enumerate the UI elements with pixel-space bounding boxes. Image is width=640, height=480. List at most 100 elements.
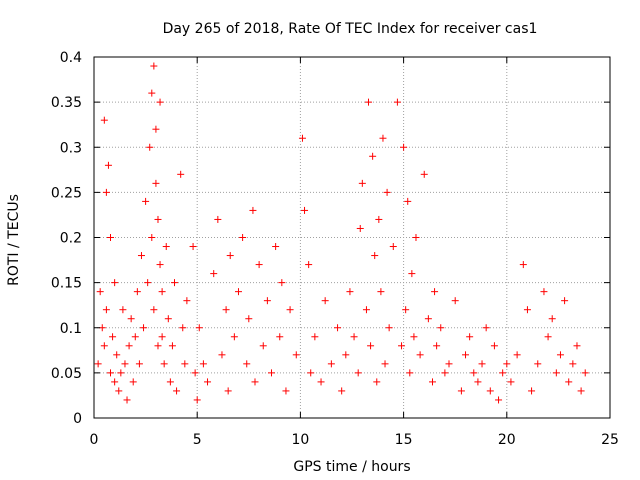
data-point <box>125 342 133 350</box>
chart-title: Day 265 of 2018, Rate Of TEC Index for r… <box>163 21 538 37</box>
data-point <box>513 351 521 359</box>
data-point <box>263 297 271 305</box>
data-point <box>272 243 280 251</box>
data-point <box>154 215 162 223</box>
data-point <box>104 161 112 169</box>
data-point <box>311 333 319 341</box>
data-point <box>137 252 145 260</box>
data-point <box>148 89 156 97</box>
data-point <box>552 369 560 377</box>
x-tick-label: 10 <box>291 432 309 448</box>
data-point <box>102 306 110 314</box>
y-axis-label: ROTI / TECUs <box>6 194 22 286</box>
x-tick-label: 20 <box>498 432 516 448</box>
data-point <box>156 261 164 269</box>
data-point <box>457 387 465 395</box>
y-tick-label: 0.15 <box>51 276 82 292</box>
data-point <box>183 297 191 305</box>
data-point <box>158 288 166 296</box>
data-point <box>373 378 381 386</box>
data-point <box>162 243 170 251</box>
data-point <box>356 224 364 232</box>
data-point <box>406 369 414 377</box>
data-point <box>107 369 115 377</box>
data-point <box>150 62 158 70</box>
data-point <box>173 387 181 395</box>
data-point <box>251 378 259 386</box>
data-point <box>154 342 162 350</box>
data-point <box>389 243 397 251</box>
data-point <box>160 360 168 368</box>
data-point <box>474 378 482 386</box>
y-tick-label: 0.1 <box>60 321 82 337</box>
data-point <box>470 369 478 377</box>
data-point <box>193 396 201 404</box>
x-tick-label: 5 <box>193 432 202 448</box>
data-point <box>408 270 416 278</box>
x-axis-label: GPS time / hours <box>293 459 410 475</box>
data-point <box>255 261 263 269</box>
x-tick-label: 15 <box>395 432 413 448</box>
data-point <box>111 378 119 386</box>
data-point <box>119 306 127 314</box>
data-point <box>503 360 511 368</box>
data-point <box>168 342 176 350</box>
data-point <box>362 306 370 314</box>
data-point <box>490 342 498 350</box>
data-point <box>156 98 164 106</box>
data-point <box>495 396 503 404</box>
data-point <box>204 378 212 386</box>
data-point <box>140 324 148 332</box>
y-tick-label: 0.35 <box>51 95 82 111</box>
y-tick-label: 0.05 <box>51 366 82 382</box>
y-tick-label: 0.4 <box>60 50 82 66</box>
data-point <box>305 261 313 269</box>
data-point <box>544 333 552 341</box>
data-point <box>189 243 197 251</box>
data-point <box>150 306 158 314</box>
data-point <box>561 297 569 305</box>
data-point <box>402 306 410 314</box>
data-point <box>431 288 439 296</box>
data-point <box>179 324 187 332</box>
data-point <box>327 360 335 368</box>
y-tick-label: 0.25 <box>51 185 82 201</box>
data-point <box>369 152 377 160</box>
data-point <box>181 360 189 368</box>
data-point <box>113 351 121 359</box>
data-point <box>416 351 424 359</box>
data-point <box>133 288 141 296</box>
data-point <box>164 315 172 323</box>
y-tick-label: 0 <box>73 411 82 427</box>
data-point <box>523 306 531 314</box>
data-point <box>420 170 428 178</box>
data-point <box>129 378 137 386</box>
data-point <box>393 98 401 106</box>
data-point <box>428 378 436 386</box>
data-point <box>365 98 373 106</box>
data-point <box>152 125 160 133</box>
data-point <box>478 360 486 368</box>
data-point <box>433 342 441 350</box>
data-point <box>410 333 418 341</box>
data-point <box>540 288 548 296</box>
data-point <box>278 279 286 287</box>
data-point <box>358 179 366 187</box>
data-point <box>367 342 375 350</box>
data-point <box>222 306 230 314</box>
data-point <box>276 333 284 341</box>
data-point <box>507 378 515 386</box>
data-point <box>243 360 251 368</box>
data-point <box>321 297 329 305</box>
data-point <box>96 288 104 296</box>
data-point <box>144 279 152 287</box>
data-point <box>158 333 166 341</box>
data-point <box>371 252 379 260</box>
data-points <box>94 62 589 404</box>
x-tick-label: 0 <box>90 432 99 448</box>
data-point <box>152 179 160 187</box>
data-point <box>109 333 117 341</box>
data-point <box>342 351 350 359</box>
grid-lines <box>94 57 610 418</box>
data-point <box>191 369 199 377</box>
